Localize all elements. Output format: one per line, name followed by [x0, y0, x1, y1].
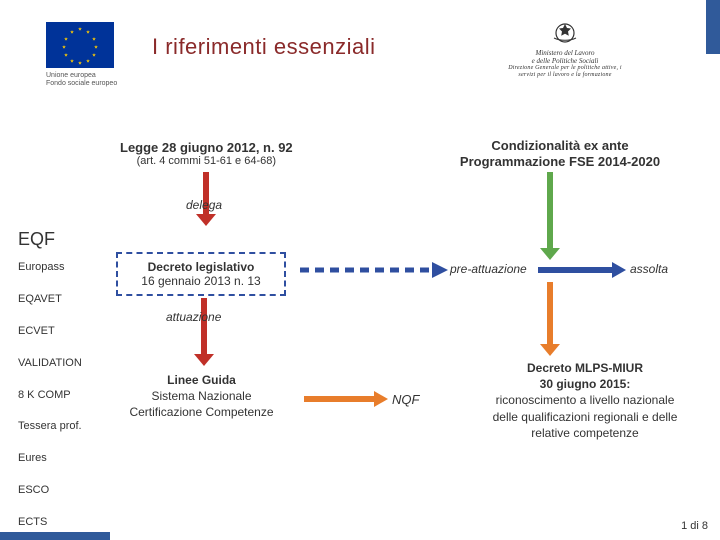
arrow-linee-nqf	[304, 391, 388, 407]
decreto-line2: 16 gennaio 2013 n. 13	[130, 274, 272, 288]
sidebar-item: VALIDATION	[18, 348, 82, 380]
legge-title: Legge 28 giugno 2012, n. 92	[120, 140, 293, 155]
label-assolta: assolta	[630, 262, 668, 276]
sidebar-item: ESCO	[18, 475, 82, 507]
node-condizionalita: Condizionalità ex ante Programmazione FS…	[440, 138, 680, 171]
sidebar-item: 8 K COMP	[18, 380, 82, 412]
eu-caption-line2: Fondo sociale europeo	[46, 80, 117, 88]
sidebar-eqf: EQF	[18, 230, 82, 248]
ministry-sub: Direzione Generale per le politiche atti…	[500, 65, 630, 78]
node-nqf: NQF	[392, 392, 419, 407]
linee-line3: Certificazione Competenze	[104, 404, 299, 420]
eu-flag	[46, 22, 114, 68]
corner-stripe	[706, 0, 720, 54]
sidebar-item: ECVET	[18, 316, 82, 348]
label-delega: delega	[186, 198, 222, 212]
legge-sub: (art. 4 commi 51-61 e 64-68)	[120, 155, 293, 167]
page-index: 1	[681, 520, 687, 532]
ministry-line2: e delle Politiche Sociali	[500, 58, 630, 66]
arrow-decreto-linee	[194, 298, 214, 366]
label-pre-attuazione: pre-attuazione	[450, 262, 527, 276]
arrow-decreto-preatt	[300, 262, 448, 278]
mlps-line3: riconoscimento a livello nazionale delle…	[485, 392, 685, 441]
sidebar-item: Eures	[18, 443, 82, 475]
arrow-preatt-assolta	[538, 262, 626, 278]
node-decreto: Decreto legislativo 16 gennaio 2013 n. 1…	[116, 252, 286, 296]
decreto-line1: Decreto legislativo	[130, 260, 272, 274]
sidebar: EQF Europass EQAVET ECVET VALIDATION 8 K…	[18, 230, 82, 539]
page-total: 8	[702, 520, 708, 532]
sidebar-item: Europass	[18, 252, 82, 284]
eu-stars	[62, 27, 98, 63]
page-title: I riferimenti essenziali	[152, 34, 376, 60]
label-attuazione: attuazione	[166, 310, 221, 324]
node-mlps: Decreto MLPS-MIUR 30 giugno 2015: ricono…	[485, 360, 685, 441]
mlps-line2: 30 giugno 2015:	[485, 376, 685, 392]
arrow-legge-decreto	[196, 172, 216, 252]
node-legge: Legge 28 giugno 2012, n. 92 (art. 4 comm…	[120, 140, 293, 167]
arrow-preatt-mlps	[540, 282, 560, 356]
sidebar-item: ECTS	[18, 507, 82, 539]
eu-caption-line1: Unione europea	[46, 72, 117, 80]
arrow-cond-preatt	[540, 172, 560, 260]
linee-line2: Sistema Nazionale	[104, 388, 299, 404]
eu-caption: Unione europea Fondo sociale europeo	[46, 72, 117, 87]
linee-line1: Linee Guida	[104, 372, 299, 388]
sidebar-item: Tessera prof.	[18, 411, 82, 443]
italy-coat-icon	[550, 18, 580, 48]
ministry-emblem: Ministero del Lavoro e delle Politiche S…	[500, 18, 630, 79]
mlps-line1: Decreto MLPS-MIUR	[485, 360, 685, 376]
node-linee-guida: Linee Guida Sistema Nazionale Certificaz…	[104, 372, 299, 421]
page-counter: 1 di 8	[681, 520, 708, 532]
sidebar-item: EQAVET	[18, 284, 82, 316]
